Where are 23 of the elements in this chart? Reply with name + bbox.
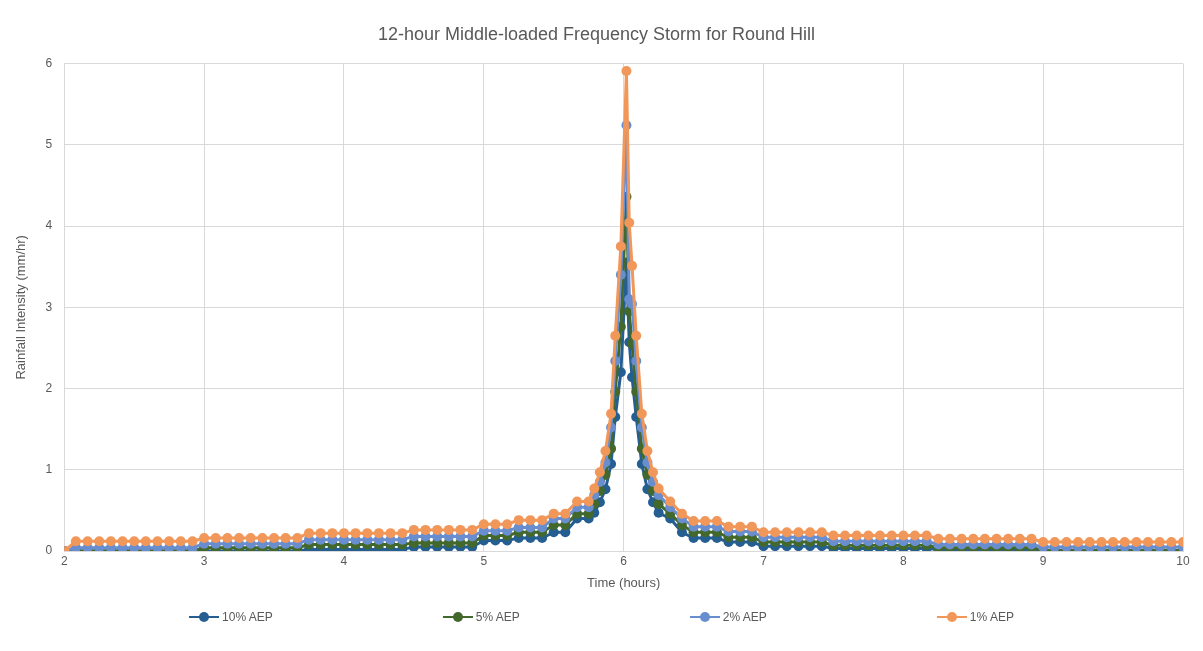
x-tick-label: 3 [200, 553, 208, 568]
legend-label: 2% AEP [722, 610, 767, 624]
x-tick-label: 10 [1176, 553, 1190, 568]
x-tick-label: 8 [899, 553, 907, 568]
y-tick-label: 6 [45, 55, 53, 70]
x-axis-title: Time (hours) [587, 574, 661, 590]
y-tick-label: 0 [45, 543, 53, 558]
legend-label: 10% AEP [222, 610, 273, 624]
x-tick-label: 6 [620, 553, 628, 568]
y-tick-label: 2 [45, 380, 53, 395]
chart-title: 12-hour Middle-loaded Frequency Storm for Round Hill [377, 23, 816, 44]
y-tick-label: 1 [45, 462, 53, 477]
x-tick-label: 2 [60, 553, 68, 568]
y-tick-label: 5 [45, 137, 53, 152]
x-tick-label: 7 [760, 553, 768, 568]
x-tick-label: 9 [1039, 553, 1047, 568]
y-tick-label: 4 [45, 218, 53, 233]
x-tick-label: 5 [480, 553, 488, 568]
y-tick-label: 3 [45, 299, 53, 314]
x-tick-label: 4 [340, 553, 348, 568]
y-axis-title: Rainfall Intensity (mm/hr) [13, 235, 29, 380]
legend-label: 1% AEP [969, 610, 1014, 624]
legend-label: 5% AEP [475, 610, 520, 624]
